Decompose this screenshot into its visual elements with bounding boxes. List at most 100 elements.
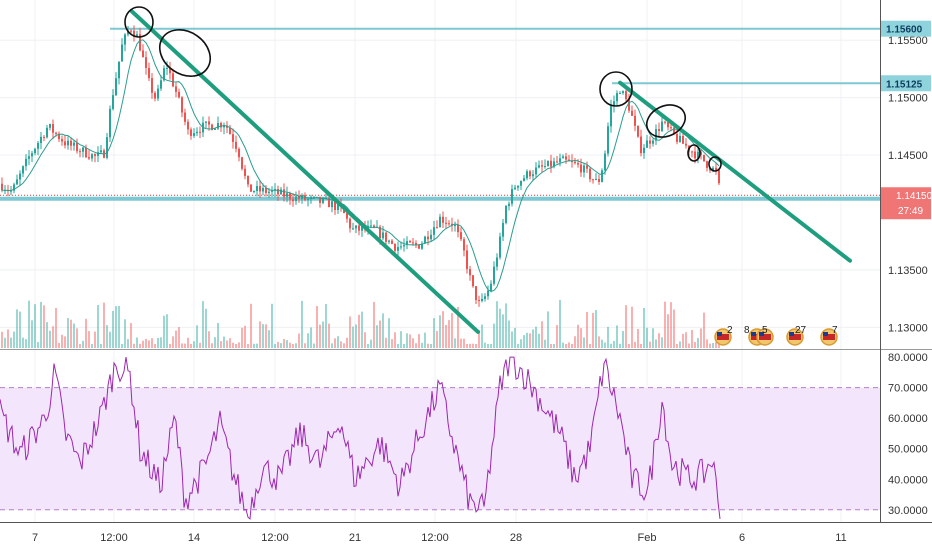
volume-bar-160: [481, 324, 483, 348]
ellipse-lower-high-2: [687, 144, 701, 162]
candle-body: [85, 147, 87, 158]
volume-bar-85: [256, 343, 258, 348]
volume-bar-19: [58, 342, 60, 348]
level-label-text: 1.15600: [886, 25, 923, 36]
event-label: 5: [762, 325, 768, 336]
candle-body: [178, 91, 180, 98]
volume-bar-100: [301, 300, 303, 348]
candle-188: [565, 152, 567, 164]
volume-bar-118: [355, 324, 357, 348]
candle-body: [259, 186, 261, 192]
candle-85: [256, 180, 258, 197]
candle-132: [397, 241, 399, 256]
candle-body: [289, 193, 291, 200]
event-marker-0: 2: [714, 325, 733, 346]
candle-205: [616, 90, 618, 106]
volume-bar-156: [469, 343, 471, 348]
candle-body: [712, 167, 714, 171]
candle-body: [622, 91, 624, 94]
candle-body: [196, 131, 198, 134]
volume-bar-74: [223, 336, 225, 348]
candle-77: [232, 128, 234, 149]
candle-120: [361, 225, 363, 238]
volume-bars: [1, 299, 720, 348]
volume-bar-165: [496, 301, 498, 348]
volume-bar-178: [535, 326, 537, 348]
volume-bar-168: [505, 303, 507, 348]
candle-body: [292, 199, 294, 202]
candle-197: [592, 178, 594, 184]
candle-body: [421, 243, 423, 249]
volume-bar-147: [442, 311, 444, 348]
volume-bar-52: [157, 337, 159, 348]
candle-body: [382, 232, 384, 239]
candle-208: [625, 89, 627, 101]
candle-198: [595, 173, 597, 181]
candle-body: [481, 298, 483, 301]
volume-bar-21: [64, 336, 66, 348]
volume-bar-78: [235, 343, 237, 348]
candle-body: [328, 198, 330, 208]
volume-bar-174: [523, 335, 525, 348]
candle-body: [166, 67, 168, 69]
candle-body: [490, 283, 492, 291]
volume-bar-204: [613, 340, 615, 348]
candle-24: [73, 139, 75, 151]
volume-bar-55: [166, 314, 168, 348]
volume-bar-8: [25, 339, 27, 348]
candle-97: [292, 193, 294, 207]
volume-bar-67: [202, 301, 204, 348]
ellipse-lower-high-3: [708, 156, 722, 172]
volume-bar-155: [466, 343, 468, 348]
candle-19: [58, 131, 60, 143]
volume-bar-238: [715, 342, 717, 348]
volume-bar-111: [334, 338, 336, 348]
time-tick-label: 28: [510, 532, 522, 544]
candle-body: [685, 143, 687, 146]
candle-125: [376, 220, 378, 228]
candle-body: [646, 140, 648, 148]
candle-body: [307, 198, 309, 201]
candle-body: [406, 241, 408, 245]
candle-body: [448, 223, 450, 225]
volume-bar-23: [70, 319, 72, 348]
candle-body: [67, 140, 69, 146]
candle-217: [652, 138, 654, 147]
volume-bar-25: [76, 328, 78, 348]
candle-body: [505, 205, 507, 223]
candle-195: [586, 161, 588, 173]
candle-51: [154, 91, 156, 102]
candle-body: [433, 227, 435, 235]
candle-body: [430, 234, 432, 240]
volume-bar-175: [526, 332, 528, 348]
volume-bar-77: [232, 342, 234, 348]
candle-239: [718, 168, 720, 186]
volume-bar-200: [601, 339, 603, 348]
candle-body: [388, 240, 390, 242]
volume-bar-180: [541, 321, 543, 348]
volume-bar-163: [490, 343, 492, 348]
oscillator-axis: 80.0000 70.0000 60.0000 50.0000 40.0000 30.00…: [888, 352, 928, 517]
volume-bar-159: [478, 330, 480, 348]
event-marker-3: 27: [786, 325, 807, 346]
candle-48: [145, 51, 147, 75]
candle-body: [139, 34, 141, 51]
candle-214: [643, 144, 645, 159]
volume-bar-236: [709, 343, 711, 348]
candle-body: [148, 67, 150, 79]
candle-95: [286, 186, 288, 203]
candle-7: [22, 165, 24, 178]
candle-66: [199, 126, 201, 139]
volume-bar-189: [568, 342, 570, 348]
candle-body: [214, 128, 216, 130]
candle-144: [433, 220, 435, 241]
volume-bar-146: [439, 315, 441, 348]
candle-body: [13, 184, 15, 191]
candle-body: [361, 226, 363, 231]
candle-body: [391, 240, 393, 244]
candle-body: [673, 127, 675, 135]
candle-16: [49, 123, 51, 131]
candle-230: [691, 150, 693, 158]
candle-153: [460, 227, 462, 242]
candle-body: [460, 232, 462, 240]
